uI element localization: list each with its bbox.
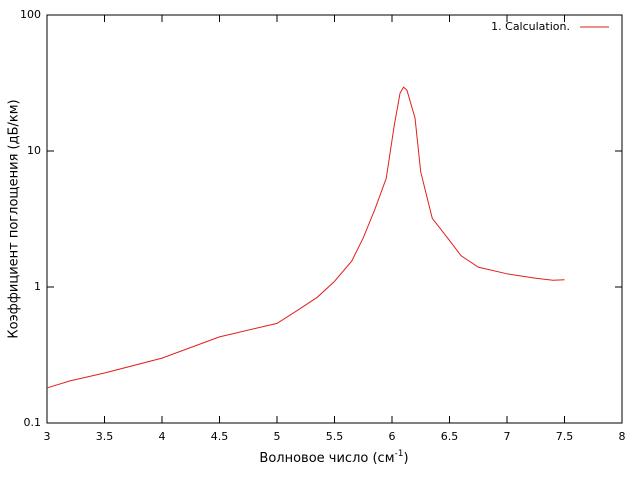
x-tick-label: 3	[44, 430, 51, 443]
x-tick-label: 7	[504, 430, 511, 443]
x-axis-title: Волновое число (см-1)	[259, 449, 408, 466]
x-tick-label: 6	[389, 430, 396, 443]
x-tick-label: 7.5	[556, 430, 574, 443]
x-tick-label: 8	[619, 430, 626, 443]
x-tick-label: 5.5	[326, 430, 344, 443]
x-tick-label: 5	[274, 430, 281, 443]
y-tick-label: 1	[34, 280, 41, 293]
x-tick-label: 4.5	[211, 430, 229, 443]
data-line	[46, 86, 565, 389]
x-tick-label: 6.5	[441, 430, 459, 443]
legend-label: 1. Calculation.	[491, 20, 570, 33]
y-tick-label: 0.1	[24, 416, 42, 429]
y-tick-label: 100	[20, 8, 41, 21]
x-axis-title-tail: )	[403, 451, 408, 466]
x-axis-title-text: Волновое число (см	[259, 451, 394, 466]
x-tick-label: 4	[159, 430, 166, 443]
y-axis-title: Коэффициент поглощения (дБ/км)	[7, 99, 22, 338]
x-tick-label: 3.5	[96, 430, 114, 443]
x-axis-title-sup: -1	[395, 449, 404, 459]
y-tick-label: 10	[27, 144, 41, 157]
plot-frame	[46, 14, 623, 424]
